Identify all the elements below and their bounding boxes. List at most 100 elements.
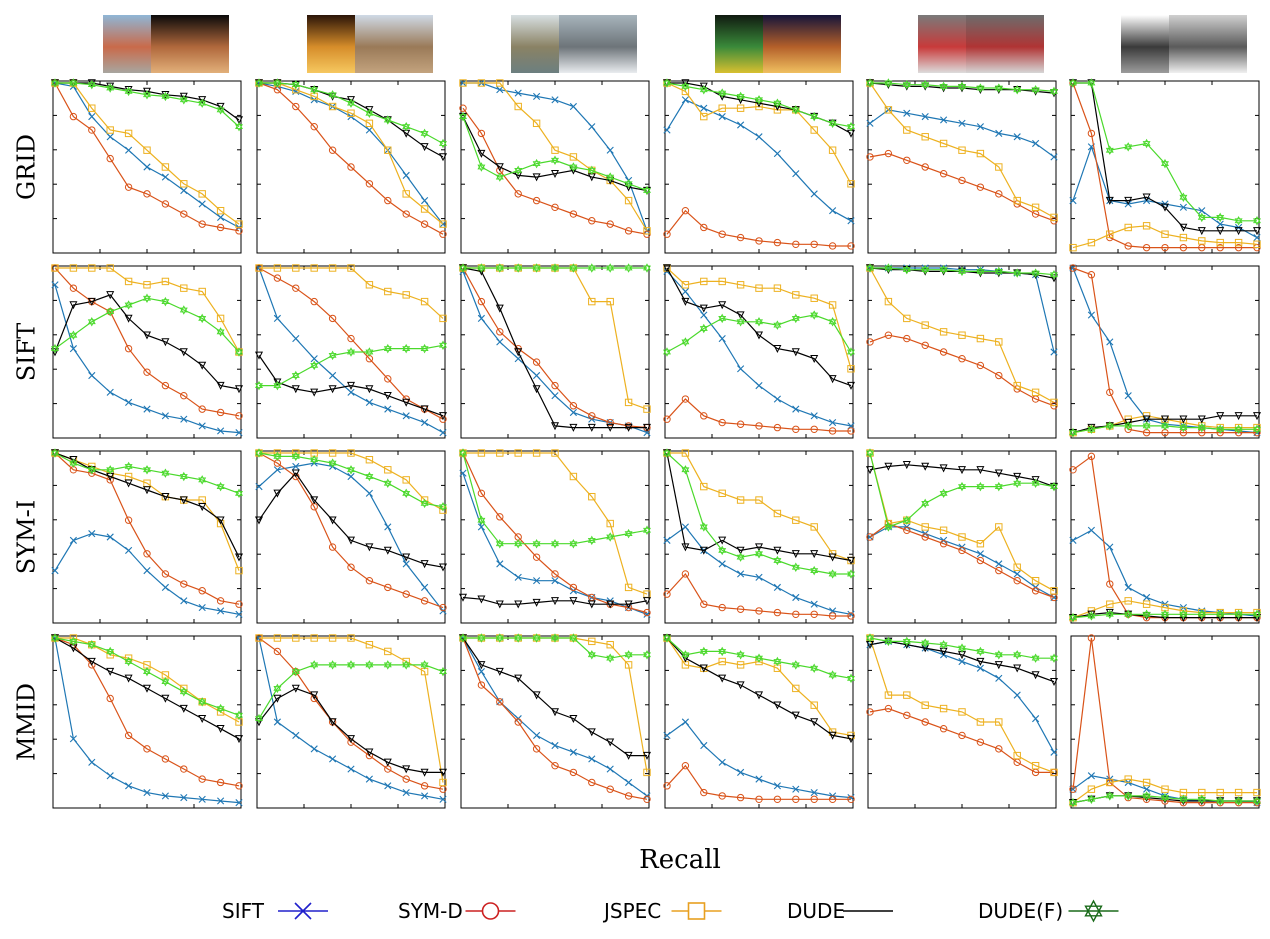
- data-point: [847, 180, 855, 188]
- data-point: [847, 365, 855, 373]
- data-point: [681, 206, 690, 215]
- data-point: [477, 149, 486, 158]
- data-point: [606, 263, 615, 273]
- data-point: [847, 121, 855, 132]
- data-point: [495, 667, 504, 676]
- data-point: [994, 266, 1003, 277]
- data-point: [477, 681, 486, 689]
- data-point: [124, 183, 133, 191]
- legend-entry: JSPEC: [602, 899, 722, 923]
- data-point: [994, 650, 1003, 660]
- data-point: [310, 297, 318, 306]
- data-point: [179, 92, 188, 101]
- data-point: [402, 488, 411, 499]
- data-point: [718, 301, 727, 310]
- data-point: [884, 462, 893, 471]
- data-point: [1124, 223, 1132, 232]
- legend-entry: SYM-D: [398, 899, 516, 923]
- data-point: [255, 483, 263, 491]
- data-point: [384, 287, 392, 296]
- data-point: [69, 78, 78, 88]
- data-point: [255, 713, 263, 724]
- data-point: [125, 146, 133, 154]
- series-line: [258, 452, 444, 609]
- data-point: [514, 89, 522, 97]
- series-line: [869, 640, 1055, 683]
- panel-frame: [460, 635, 650, 809]
- series-line: [1073, 82, 1257, 232]
- data-point: [51, 343, 59, 354]
- data-point: [718, 313, 727, 324]
- legend: SIFT SYM-D JSPEC DUDE DUDE(F): [222, 899, 1119, 923]
- chart-panel: [254, 634, 448, 809]
- data-point: [1013, 478, 1022, 488]
- data-point: [88, 126, 96, 134]
- data-point: [1124, 609, 1133, 620]
- series-line: [869, 637, 1054, 659]
- data-point: [939, 704, 948, 713]
- data-point: [624, 661, 633, 669]
- series-jspec: [459, 79, 651, 235]
- data-point: [161, 792, 169, 800]
- data-point: [273, 378, 282, 387]
- thumbnail-image: [763, 15, 841, 73]
- data-point: [1050, 348, 1058, 356]
- data-point: [365, 398, 373, 406]
- data-point: [273, 466, 281, 474]
- data-point: [1031, 576, 1040, 585]
- data-point: [1106, 778, 1114, 787]
- data-point: [514, 633, 523, 643]
- data-point: [663, 126, 671, 134]
- data-point: [903, 126, 911, 134]
- data-point: [1050, 153, 1058, 161]
- series-line: [462, 267, 648, 429]
- data-point: [1069, 466, 1077, 474]
- data-point: [792, 610, 800, 618]
- data-point: [681, 281, 690, 289]
- data-point: [643, 185, 651, 196]
- data-point: [792, 240, 800, 248]
- data-point: [569, 768, 578, 777]
- data-point: [143, 567, 151, 575]
- data-point: [477, 79, 486, 87]
- series-line: [666, 764, 851, 800]
- data-point: [699, 323, 708, 334]
- data-point: [477, 162, 486, 172]
- data-point: [50, 348, 60, 357]
- series-line: [1072, 82, 1257, 249]
- data-point: [976, 738, 985, 746]
- data-point: [737, 768, 745, 776]
- data-point: [606, 641, 614, 649]
- data-point: [958, 81, 966, 92]
- data-point: [866, 448, 874, 458]
- data-point: [1087, 611, 1096, 621]
- data-point: [551, 381, 559, 390]
- data-point: [291, 451, 300, 462]
- data-point: [87, 639, 96, 650]
- data-point: [1253, 424, 1261, 435]
- x-axis-label: Recall: [639, 845, 721, 875]
- data-point: [69, 536, 77, 544]
- data-point: [1031, 203, 1040, 212]
- series-line: [666, 314, 852, 353]
- panel-ticks: [665, 81, 853, 253]
- data-point: [439, 415, 447, 423]
- series-line: [54, 297, 240, 353]
- data-point: [810, 190, 818, 198]
- data-point: [292, 634, 300, 642]
- series-line: [463, 452, 648, 595]
- data-point: [198, 287, 206, 296]
- data-point: [847, 217, 855, 225]
- series-line: [54, 637, 240, 716]
- data-point: [1234, 216, 1243, 226]
- series-line: [666, 637, 852, 740]
- data-point: [699, 522, 708, 532]
- series-sym-d: [866, 519, 1058, 602]
- data-point: [1050, 269, 1058, 280]
- data-point: [69, 284, 78, 292]
- data-point: [496, 698, 504, 706]
- data-point: [1142, 600, 1151, 608]
- series-line: [869, 464, 1055, 488]
- data-point: [179, 496, 188, 505]
- panel-ticks: [1071, 451, 1259, 623]
